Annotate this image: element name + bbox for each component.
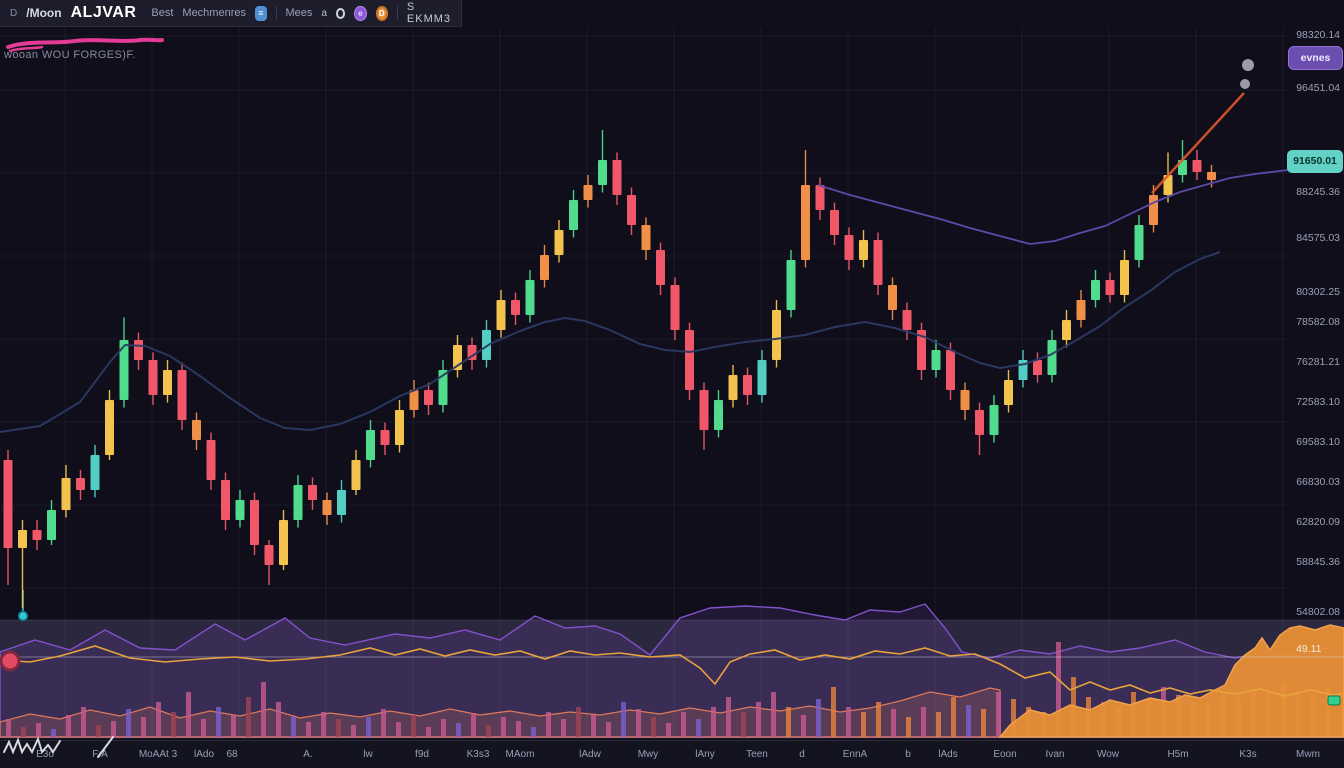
mini-label: a — [321, 7, 327, 19]
alert-badge: evnes — [1288, 46, 1343, 70]
trend-arrow-line — [1151, 92, 1245, 194]
chart-layout-icon[interactable]: ≡ — [254, 5, 267, 21]
time-axis-label: Ivan — [1045, 749, 1065, 760]
time-axis-label: EnnA — [842, 749, 868, 760]
time-axis-label: E3o — [36, 749, 54, 760]
red-circle-marker — [0, 650, 21, 672]
time-axis-label: lAny — [695, 749, 715, 760]
time-axis-label: K3s — [1239, 749, 1257, 760]
pink-scribble-annotation — [6, 37, 164, 53]
price-axis-label: 62820.09 — [1296, 516, 1340, 528]
oscillator-ridge — [0, 603, 1344, 738]
price-axis-label: 98320.14 — [1296, 29, 1340, 41]
time-axis-label: Teen — [746, 749, 768, 760]
time-axis-label: f9d — [415, 749, 429, 760]
time-axis-label: H5m — [1167, 749, 1189, 760]
candlestick-series — [3, 130, 1216, 608]
green-marker — [1327, 695, 1341, 706]
time-axis-label: Wow — [1096, 749, 1120, 760]
time-axis-label: A. — [303, 749, 313, 760]
time-axis-label: Mwy — [637, 749, 659, 760]
toolbar-divider — [275, 6, 277, 20]
price-axis-label: 72583.10 — [1296, 396, 1340, 408]
time-axis-label: lAds — [938, 749, 958, 760]
price-axis-label: 58845.36 — [1296, 556, 1340, 568]
oscillator-line — [0, 645, 1344, 697]
toolbar: D /Moon ALJVAR Best Mechmenres ≡ Mees a … — [0, 0, 462, 27]
orange-mountain-area — [998, 624, 1344, 738]
forecast-dots — [1240, 59, 1254, 89]
price-axis-label: 88245.36 — [1296, 186, 1340, 198]
price-axis-label: 84575.03 — [1296, 232, 1340, 244]
symbol-pair[interactable]: /Moon — [26, 6, 62, 20]
avatar-purple-icon[interactable]: e — [354, 5, 367, 21]
time-axis-label: lAdo — [193, 749, 215, 760]
price-axis-label: 69583.10 — [1296, 436, 1340, 448]
price-axis-label: 54802.08 — [1296, 606, 1340, 618]
time-axis-label: K3s3 — [466, 749, 490, 760]
ma-line-dark — [0, 251, 1221, 433]
toolbar-right-label: S EKMM3 — [406, 1, 452, 25]
time-axis-label: Mwm — [1296, 749, 1320, 760]
corner-scribble-annotation — [3, 736, 114, 758]
time-axis-label: d — [799, 749, 805, 760]
menu-item-best[interactable]: Best — [151, 7, 174, 19]
time-axis-label: Eoon — [993, 749, 1017, 760]
interval-label[interactable]: D — [10, 7, 18, 19]
time-axis-label: 68 — [226, 749, 238, 760]
ma-line-purple — [817, 169, 1289, 245]
price-axis-label: 76281.21 — [1296, 356, 1340, 368]
menu-item-mees[interactable]: Mees — [285, 7, 313, 19]
price-axis-label: 80302.25 — [1296, 286, 1340, 298]
price-axis-label: 78582.08 — [1296, 316, 1340, 328]
price-axis-label: 96451.04 — [1296, 82, 1340, 94]
svg-text:49.11: 49.11 — [1296, 643, 1322, 655]
indicator-legend[interactable]: wooan WOU FORGES)F. — [4, 49, 136, 61]
current-price-badge: 91650.01 — [1287, 150, 1343, 173]
time-axis-label: lw — [363, 749, 373, 760]
symbol-name[interactable]: ALJVAR — [70, 4, 137, 21]
grid-lines — [0, 28, 1344, 739]
time-axis-label: b — [905, 749, 911, 760]
time-axis-label: MoAAt 3 — [138, 749, 178, 760]
menu-item-indicators[interactable]: Mechmenres — [182, 7, 246, 19]
price-axis-label: 66830.03 — [1296, 476, 1340, 488]
panel-value-label: 49.11 — [1296, 643, 1322, 655]
time-axis[interactable]: E3o F:A MoAAt 3 lAdo 68 A. lw f9d K3s3 MAom lAdw Mw… — [0, 740, 1344, 768]
ring-icon[interactable] — [335, 7, 346, 19]
toolbar-divider — [397, 6, 398, 20]
time-axis-label: MAom — [505, 749, 535, 760]
price-axis[interactable]: 98320.14 96451.04 88245.36 84575.03 80302.25… — [1286, 28, 1344, 738]
time-axis-label: lAdw — [579, 749, 601, 760]
avatar-orange-icon[interactable]: D — [375, 5, 389, 21]
